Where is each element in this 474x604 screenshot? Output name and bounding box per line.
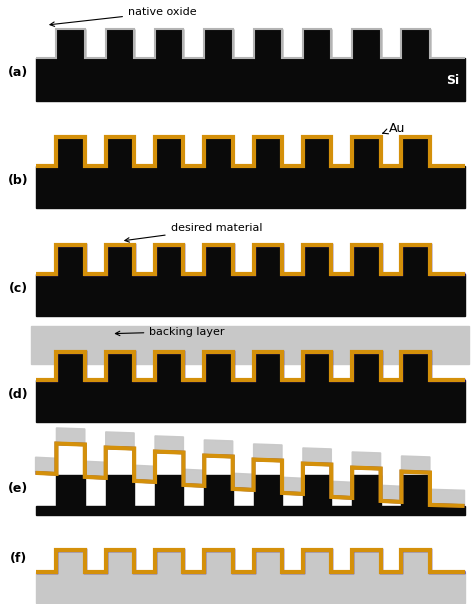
Text: backing layer: backing layer [115, 327, 225, 336]
Text: (f): (f) [9, 552, 27, 565]
Polygon shape [36, 245, 465, 316]
Text: (c): (c) [9, 282, 27, 295]
Polygon shape [36, 352, 465, 422]
Text: (e): (e) [8, 482, 28, 495]
Text: Si: Si [446, 74, 459, 88]
Polygon shape [36, 138, 465, 208]
Text: native oxide: native oxide [50, 7, 197, 27]
Polygon shape [36, 475, 465, 515]
Polygon shape [36, 29, 465, 101]
Polygon shape [36, 428, 465, 505]
Polygon shape [31, 326, 469, 364]
Text: desired material: desired material [125, 223, 262, 242]
Text: (b): (b) [8, 175, 28, 187]
Text: Au: Au [383, 121, 405, 135]
Text: (a): (a) [8, 66, 28, 80]
Polygon shape [36, 550, 465, 603]
Text: (d): (d) [8, 388, 28, 401]
